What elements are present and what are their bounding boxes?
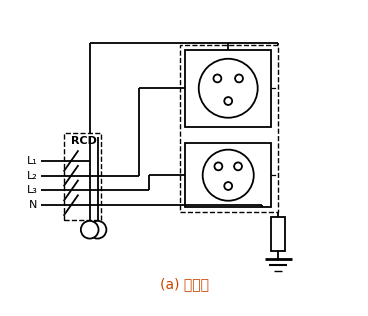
- Circle shape: [215, 162, 222, 170]
- Circle shape: [203, 150, 254, 201]
- Bar: [64, 133, 102, 220]
- Bar: [185, 143, 272, 207]
- Bar: [185, 50, 272, 127]
- Circle shape: [89, 221, 106, 239]
- Text: (a) 四极式: (a) 四极式: [159, 277, 209, 291]
- Text: RCD: RCD: [71, 136, 97, 146]
- Text: N: N: [28, 200, 37, 210]
- Text: L₃: L₃: [27, 185, 38, 195]
- Circle shape: [199, 59, 258, 118]
- Circle shape: [224, 182, 232, 190]
- Bar: [180, 45, 278, 212]
- Bar: [272, 217, 285, 251]
- Circle shape: [81, 221, 99, 239]
- Circle shape: [235, 75, 243, 82]
- Circle shape: [224, 97, 232, 105]
- Circle shape: [234, 162, 242, 170]
- Circle shape: [213, 75, 221, 82]
- Text: L₂: L₂: [27, 171, 38, 181]
- Text: L₁: L₁: [27, 156, 38, 166]
